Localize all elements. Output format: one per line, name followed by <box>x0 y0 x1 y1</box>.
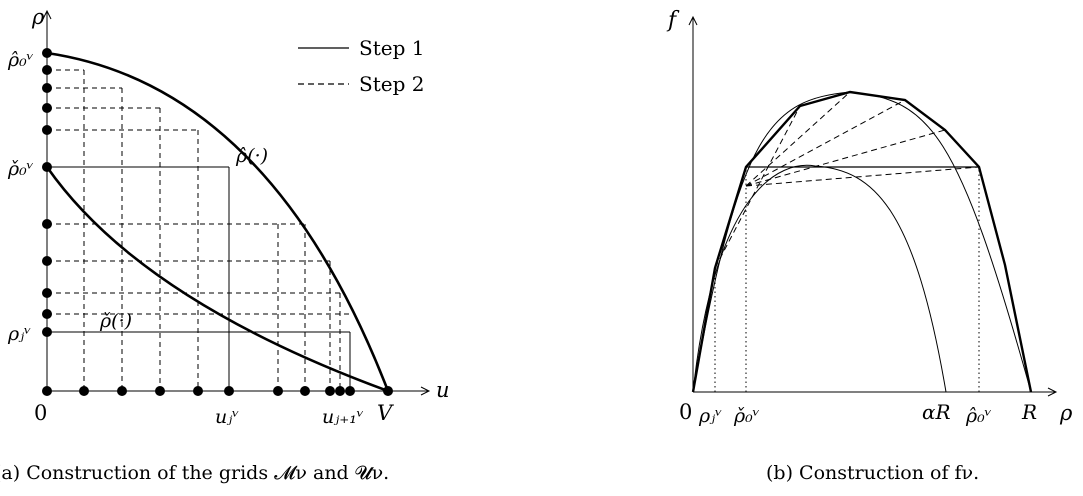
dot <box>42 309 52 319</box>
grid-dots <box>42 48 393 396</box>
dot <box>117 386 127 396</box>
rho-hat0-label: ρ̂₀ᵛ <box>7 49 34 71</box>
left-origin-label: 0 <box>34 401 47 425</box>
u-j1-label: uⱼ₊₁ᵛ <box>322 406 364 428</box>
dot <box>273 386 283 396</box>
legend-step1-label: Step 1 <box>359 36 424 60</box>
right-diagram <box>688 15 1058 397</box>
alpha-r-label: αR <box>922 400 951 424</box>
v-label: V <box>377 401 394 425</box>
dot <box>42 386 52 396</box>
rho-check0-label: ρ̌₀ᵛ <box>7 158 34 180</box>
left-axis-y-label: ρ <box>31 5 45 29</box>
dot <box>79 386 89 396</box>
right-rho-check0-label: ρ̌₀ᵛ <box>733 405 760 427</box>
legend-step2-label: Step 2 <box>359 72 424 96</box>
step2-grid <box>47 69 350 391</box>
right-rho-j-label: ρⱼᵛ <box>698 405 722 427</box>
u-j-label: uⱼᵛ <box>215 406 239 428</box>
dot <box>42 65 52 75</box>
right-axis-x-label: ρ <box>1059 401 1073 425</box>
dot <box>42 219 52 229</box>
dot <box>325 386 335 396</box>
dot <box>300 386 310 396</box>
dotted-verticals <box>714 167 980 392</box>
left-axes <box>42 9 431 396</box>
dot <box>42 162 52 172</box>
dot <box>42 125 52 135</box>
inner-flux-curve <box>692 164 947 393</box>
dot <box>42 48 52 58</box>
dot <box>42 327 52 337</box>
dot <box>335 386 345 396</box>
dot <box>42 256 52 266</box>
dot <box>345 386 355 396</box>
rho-check-curve <box>45 166 389 393</box>
dot <box>42 83 52 93</box>
right-axes <box>688 15 1058 397</box>
right-rho-hat0-label: ρ̂₀ᵛ <box>965 405 992 427</box>
rho-j-label: ρⱼᵛ <box>7 323 31 345</box>
fan-lines <box>714 91 980 269</box>
dot <box>42 103 52 113</box>
f-nu-polyline <box>691 90 1033 393</box>
dot <box>155 386 165 396</box>
dot <box>42 288 52 298</box>
outer-flux-curve <box>692 91 1032 393</box>
dot <box>224 386 234 396</box>
right-axis-y-label: f <box>666 8 680 33</box>
left-axis-x-label: u <box>436 378 450 402</box>
right-caption: (b) Construction of fν. <box>766 462 980 484</box>
rho-check-curve-label: ρ̌(·) <box>99 310 132 332</box>
r-label: R <box>1021 400 1037 424</box>
left-diagram <box>42 9 431 396</box>
step1-lines <box>47 166 351 391</box>
rho-hat-curve <box>46 51 390 392</box>
right-origin-label: 0 <box>679 400 692 424</box>
rho-hat-curve-label: ρ̂(·) <box>235 145 268 167</box>
dot <box>383 386 393 396</box>
dot <box>193 386 203 396</box>
left-caption: (a) Construction of the grids 𝓜ν and 𝓤ν. <box>0 462 390 484</box>
